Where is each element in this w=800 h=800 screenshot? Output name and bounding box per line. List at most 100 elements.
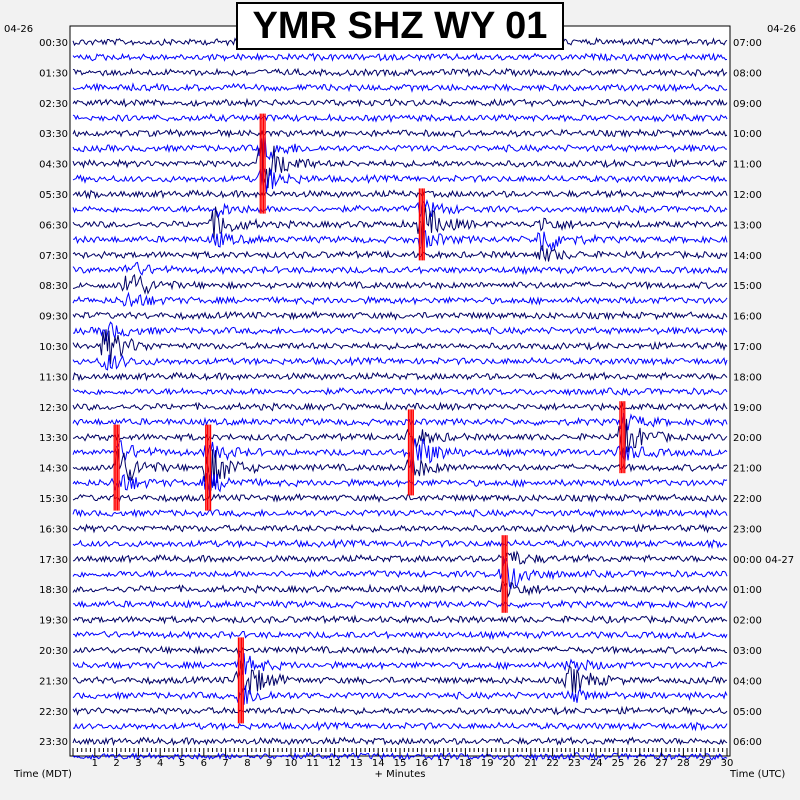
- x-tick-label: 11: [306, 758, 319, 769]
- right-time-label: 12:00: [733, 190, 762, 201]
- left-time-label: 13:30: [39, 433, 68, 444]
- left-time-label: 00:30: [39, 38, 68, 49]
- x-tick-label: 19: [481, 758, 494, 769]
- left-time-label: 10:30: [39, 342, 68, 353]
- right-time-label: 10:00: [733, 129, 762, 140]
- trace-line: [72, 261, 728, 276]
- left-time-label: 12:30: [39, 403, 68, 414]
- right-time-label: 20:00: [733, 433, 762, 444]
- trace-line: [72, 736, 728, 747]
- trace-line: [72, 206, 728, 245]
- trace-line: [72, 371, 728, 382]
- x-tick-label: 22: [546, 758, 559, 769]
- x-tick-label: 26: [633, 758, 646, 769]
- right-time-label: 19:00: [733, 403, 762, 414]
- trace-line: [72, 52, 728, 62]
- trace-line: [72, 660, 727, 695]
- right-time-label: 21:00: [733, 464, 762, 475]
- trace-line: [72, 614, 728, 625]
- trace-line: [72, 167, 728, 192]
- trace-line: [72, 550, 728, 567]
- trace-line: [73, 630, 728, 640]
- x-tick-label: 6: [201, 758, 207, 769]
- left-time-label: 01:30: [39, 68, 68, 79]
- trace-line: [72, 67, 728, 78]
- right-time-label: 07:00: [733, 38, 762, 49]
- trace-line: [72, 523, 728, 534]
- x-tick-label: 17: [437, 758, 450, 769]
- seismic-traces: [72, 37, 728, 762]
- right-time-label: 02:00: [733, 616, 762, 627]
- left-time-label: 04:30: [39, 160, 68, 171]
- right-time-label: 09:00: [733, 99, 762, 110]
- x-tick-label: 10: [285, 758, 298, 769]
- right-time-label: 15:00: [733, 281, 762, 292]
- trace-line: [72, 97, 728, 108]
- trace-line: [72, 82, 728, 93]
- left-time-label: 14:30: [39, 464, 68, 475]
- trace-line: [72, 188, 728, 200]
- x-tick-label: 4: [157, 758, 163, 769]
- left-time-labels: 00:30 01:30 02:30 03:30 04:30 05:30 06:30 07:30…: [39, 38, 68, 748]
- x-tick-label: 5: [179, 758, 185, 769]
- x-tick-label: 7: [222, 758, 228, 769]
- left-time-label: 19:30: [39, 616, 68, 627]
- trace-line: [72, 273, 728, 295]
- x-tick-label: 30: [721, 758, 734, 769]
- right-time-label: 17:00: [733, 342, 762, 353]
- trace-line: [72, 471, 728, 495]
- x-tick-label: 24: [590, 758, 603, 769]
- right-time-label: 14:00: [733, 251, 762, 262]
- right-time-label: 06:00: [733, 737, 762, 748]
- x-tick-label: 18: [459, 758, 472, 769]
- trace-line: [72, 354, 728, 371]
- left-time-label: 07:30: [39, 251, 68, 262]
- right-time-label: 16:00: [733, 312, 762, 323]
- trace-line: [72, 128, 728, 139]
- x-tick-label: 3: [135, 758, 141, 769]
- trace-line: [72, 418, 728, 460]
- trace-line: [72, 113, 728, 124]
- trace-line: [72, 720, 728, 732]
- right-time-labels: 07:00 08:00 09:00 10:00 11:00 12:00 13:00 14:00…: [733, 38, 794, 748]
- date-left-label: 04-26: [4, 24, 33, 35]
- left-time-label: 17:30: [39, 555, 68, 566]
- right-time-label: 03:00: [733, 646, 762, 657]
- trace-line: [72, 493, 728, 503]
- trace-line: [72, 653, 728, 675]
- x-tick-label: 25: [612, 758, 625, 769]
- x-tick-label: 8: [244, 758, 250, 769]
- x-axis-label-left: Time (MDT): [13, 769, 72, 780]
- x-tick-labels: 1 2 3 4 5 6 7 8 9 10 11 12 13 14 15 16 17 18 19 20 21 22 23 24 2…: [92, 758, 734, 769]
- left-time-label: 02:30: [39, 99, 68, 110]
- x-tick-label: 9: [266, 758, 272, 769]
- trace-line: [72, 137, 728, 189]
- left-time-label: 23:30: [39, 737, 68, 748]
- chart-title: YMR SHZ WY 01: [252, 4, 548, 47]
- trace-line: [72, 310, 728, 321]
- left-time-label: 06:30: [39, 220, 68, 231]
- left-time-label: 18:30: [39, 585, 68, 596]
- right-time-label: 05:00: [733, 707, 762, 718]
- trace-line: [72, 291, 728, 307]
- trace-line: [72, 386, 728, 397]
- left-time-label: 16:30: [39, 524, 68, 535]
- left-time-label: 20:30: [39, 646, 68, 657]
- date-right-label: 04-26: [767, 24, 796, 35]
- trace-line: [73, 321, 728, 342]
- trace-line: [72, 508, 728, 519]
- trace-line: [72, 580, 728, 599]
- x-tick-label: 12: [328, 758, 341, 769]
- trace-line: [72, 448, 728, 491]
- x-tick-label: 21: [524, 758, 537, 769]
- chart-title-box: YMR SHZ WY 01: [236, 2, 564, 50]
- trace-line: [72, 245, 728, 263]
- x-tick-label: 28: [677, 758, 690, 769]
- x-tick-label: 15: [394, 758, 407, 769]
- trace-line: [72, 229, 728, 252]
- left-time-label: 08:30: [39, 281, 68, 292]
- trace-line: [72, 412, 728, 431]
- trace-line: [72, 705, 728, 716]
- trace-line: [72, 401, 728, 412]
